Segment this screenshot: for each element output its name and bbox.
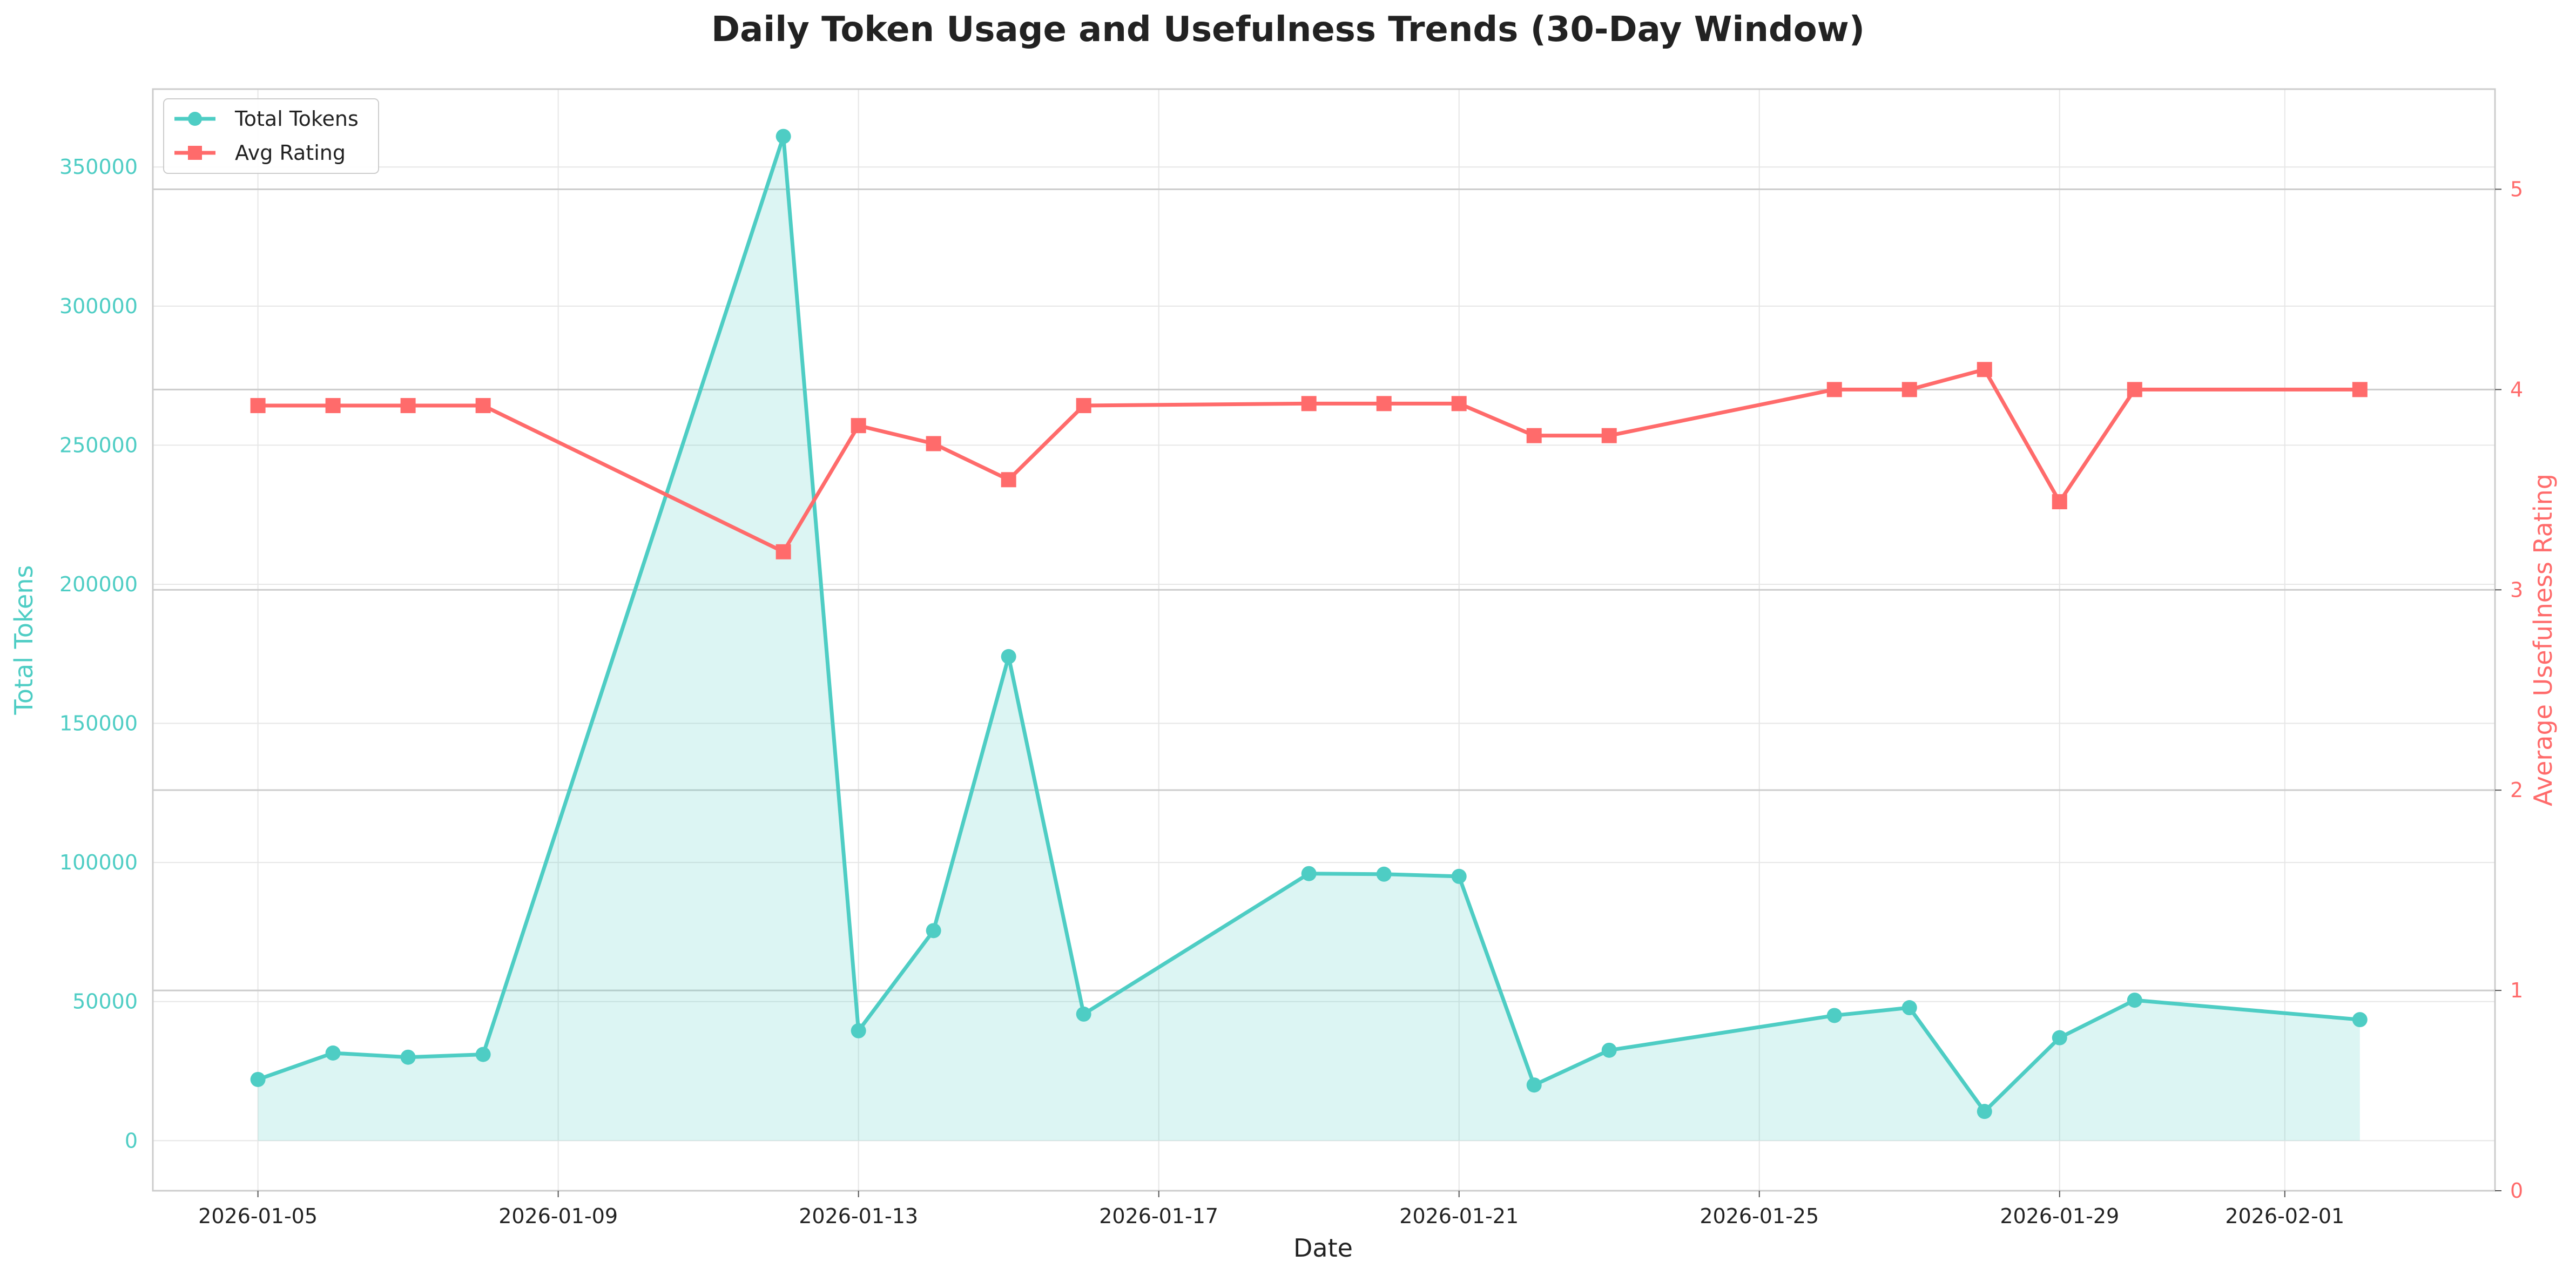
left-y-tick-label: 250000 — [59, 433, 138, 457]
rating-point — [2052, 494, 2067, 510]
plot-border — [152, 88, 2496, 1192]
rating-point — [1301, 396, 1317, 411]
rating-point — [1826, 382, 1842, 397]
tokens-point — [1076, 1006, 1091, 1022]
legend-rating-label: Avg Rating — [235, 141, 346, 165]
rating-point — [1451, 396, 1467, 411]
rating-point — [1001, 472, 1016, 488]
rating-point — [325, 398, 341, 414]
tokens-point — [250, 1071, 266, 1087]
right-y-tick-label: 3 — [2510, 578, 2523, 602]
rating-point — [1376, 396, 1392, 411]
rating-point — [776, 544, 791, 559]
legend-tokens-label: Total Tokens — [234, 107, 359, 131]
tokens-area-layer — [258, 136, 2360, 1141]
tokens-area-fill — [258, 136, 2360, 1141]
left-y-tick-label: 50000 — [72, 990, 138, 1014]
series-markers-layer — [250, 129, 2368, 1119]
x-tick-label: 2026-02-01 — [2225, 1204, 2344, 1228]
x-tick-label: 2026-01-25 — [1700, 1204, 1819, 1228]
tokens-point — [1526, 1077, 1542, 1093]
tokens-point — [2127, 993, 2142, 1008]
x-tick-label: 2026-01-05 — [198, 1204, 318, 1228]
rating-point — [1901, 382, 1917, 397]
rating-point — [2352, 382, 2368, 397]
tokens-point — [1376, 866, 1392, 882]
tokens-point — [1001, 649, 1016, 664]
rating-series-line — [258, 367, 2360, 554]
left-y-tick-label: 150000 — [59, 712, 138, 736]
tokens-point — [400, 1049, 416, 1065]
x-tick-label: 2026-01-29 — [2000, 1204, 2119, 1228]
right-y-axis-ticks: 0 1 2 3 4 5 — [2495, 177, 2523, 1203]
right-y-tick-label: 1 — [2510, 979, 2523, 1002]
rating-point — [400, 398, 416, 414]
right-y-axis-label: Average Usefulness Rating — [2528, 474, 2558, 806]
tokens-point — [475, 1047, 491, 1062]
tokens-series-line — [257, 134, 2361, 1114]
x-axis-label: Date — [1293, 1233, 1353, 1263]
rating-point — [2127, 382, 2142, 397]
right-y-tick-label: 0 — [2510, 1179, 2523, 1203]
tokens-point — [851, 1023, 866, 1038]
rating-point — [250, 398, 266, 414]
rating-point — [1526, 428, 1542, 443]
right-axis-grid-layer — [153, 188, 2495, 991]
legend-rating-marker — [188, 146, 202, 160]
series-lines-layer — [257, 134, 2361, 1114]
x-axis-ticks: 2026-01-05 2026-01-09 2026-01-13 2026-01-17… — [198, 1191, 2344, 1228]
legend-box — [163, 98, 379, 174]
left-y-tick-label: 200000 — [59, 572, 138, 596]
rating-point — [1076, 398, 1091, 414]
left-y-tick-label: 350000 — [59, 155, 138, 179]
legend-tokens-marker — [188, 112, 202, 126]
tokens-point — [1977, 1104, 1992, 1119]
rating-point — [475, 398, 491, 414]
tokens-point — [2052, 1030, 2067, 1045]
grid-layer — [153, 89, 2495, 1191]
left-y-axis-label: Total Tokens — [9, 565, 38, 716]
x-tick-label: 2026-01-13 — [799, 1204, 918, 1228]
x-tick-label: 2026-01-21 — [1399, 1204, 1519, 1228]
rating-point — [851, 418, 866, 434]
tokens-point — [776, 129, 791, 144]
x-tick-label: 2026-01-09 — [498, 1204, 618, 1228]
tokens-point — [1601, 1042, 1617, 1058]
left-y-axis-ticks: 0 50000 100000 150000 200000 250000 300000 3500… — [59, 155, 138, 1152]
tokens-point — [1301, 866, 1317, 881]
right-y-tick-label: 2 — [2510, 778, 2523, 802]
x-tick-label: 2026-01-17 — [1099, 1204, 1218, 1228]
left-y-tick-label: 0 — [125, 1129, 138, 1152]
tokens-point — [325, 1045, 341, 1061]
chart-legend: Total Tokens Avg Rating — [163, 98, 379, 174]
right-y-tick-label: 5 — [2510, 177, 2523, 201]
right-y-tick-label: 4 — [2510, 377, 2523, 401]
rating-point — [926, 436, 941, 451]
left-y-tick-label: 100000 — [59, 851, 138, 874]
tokens-point — [1826, 1008, 1842, 1023]
tokens-point — [926, 923, 941, 939]
plot-frame — [152, 88, 2496, 1192]
tokens-point — [1451, 868, 1467, 884]
rating-point — [1977, 362, 1992, 377]
left-y-tick-label: 300000 — [59, 294, 138, 318]
rating-point — [1601, 428, 1617, 443]
tokens-point — [1901, 1000, 1917, 1016]
chart-title: Daily Token Usage and Usefulness Trends … — [711, 10, 1865, 50]
tokens-point — [2352, 1012, 2368, 1028]
